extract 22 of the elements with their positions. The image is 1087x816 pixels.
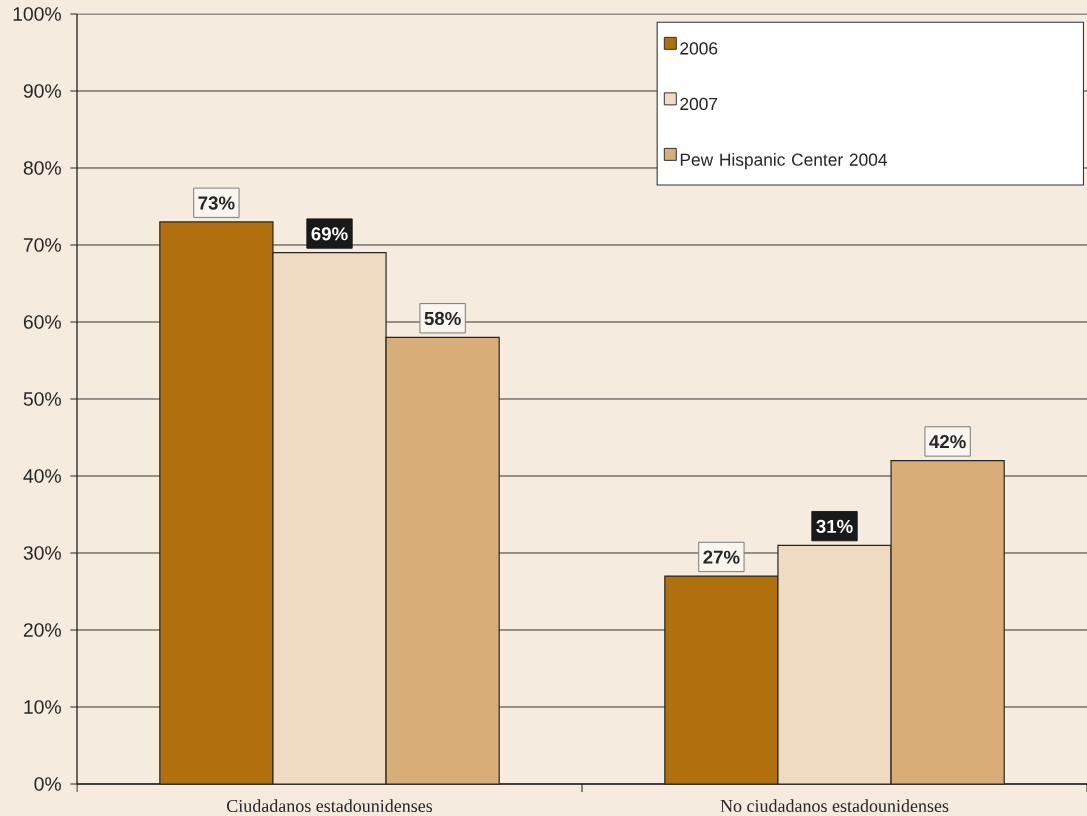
y-tick-label: 10% — [24, 700, 61, 714]
y-tick-label: 70% — [23, 238, 61, 252]
data-label: 27% — [703, 550, 740, 564]
data-label: 42% — [929, 435, 966, 449]
data-label: 31% — [816, 519, 853, 534]
y-tick-label: 0% — [34, 777, 61, 791]
y-tick-label: 20% — [23, 623, 61, 637]
data-label: 69% — [311, 227, 348, 241]
y-tick-label: 40% — [23, 469, 61, 483]
y-tick-label: 50% — [23, 392, 61, 406]
legend-label: Pew Hispanic Center 2004 — [680, 153, 887, 170]
data-label: 73% — [198, 196, 235, 210]
data-label: 58% — [424, 311, 461, 326]
y-tick-label: 90% — [23, 84, 61, 98]
y-tick-label: 30% — [23, 546, 61, 560]
y-tick-label: 60% — [23, 315, 61, 329]
legend-label: 2006 — [680, 42, 718, 55]
y-tick-label: 80% — [23, 161, 61, 175]
x-tick-label: Ciudadanos estadounidenses — [227, 799, 433, 813]
legend-label: 2007 — [680, 97, 718, 111]
x-tick-label: No ciudadanos estadounidenses — [720, 799, 949, 813]
y-tick-label: 100% — [13, 7, 61, 21]
